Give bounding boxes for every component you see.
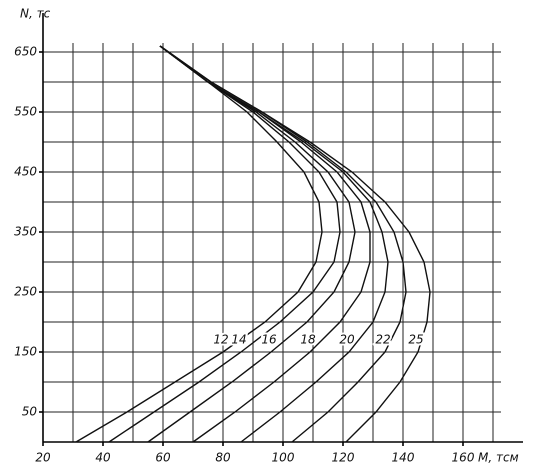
x-tick-label: 40 xyxy=(95,451,111,465)
y-tick-label: 550 xyxy=(14,105,37,119)
curve xyxy=(147,45,356,443)
x-tick-label: 140 xyxy=(392,451,415,465)
y-tick-label: 450 xyxy=(14,165,37,179)
curve-label: 14 xyxy=(231,333,246,347)
x-tick-label: 60 xyxy=(155,451,171,465)
curve-label: 16 xyxy=(261,333,277,347)
y-tick-label: 350 xyxy=(14,225,37,239)
curve-label: 22 xyxy=(375,333,390,347)
curve xyxy=(159,45,431,443)
y-tick-label: 50 xyxy=(22,405,38,419)
curve-label: 12 xyxy=(213,333,228,347)
x-tick-label: 160 xyxy=(452,451,475,465)
curve xyxy=(108,45,341,443)
curve xyxy=(159,45,371,443)
curve xyxy=(159,45,389,443)
x-tick-label: 120 xyxy=(332,451,355,465)
x-axis-label: M, тсм xyxy=(478,451,519,465)
curve-label: 25 xyxy=(408,333,423,347)
y-tick-label: 250 xyxy=(14,285,37,299)
x-tick-label: 80 xyxy=(215,451,231,465)
y-tick-label: 150 xyxy=(14,345,37,359)
x-tick-label: 20 xyxy=(35,451,51,465)
x-tick-label: 100 xyxy=(272,451,295,465)
curve-label: 18 xyxy=(300,333,316,347)
y-tick-label: 650 xyxy=(14,45,37,59)
curve-label: 20 xyxy=(339,333,355,347)
curve xyxy=(75,45,323,443)
y-axis-label: N, тс xyxy=(20,7,51,21)
